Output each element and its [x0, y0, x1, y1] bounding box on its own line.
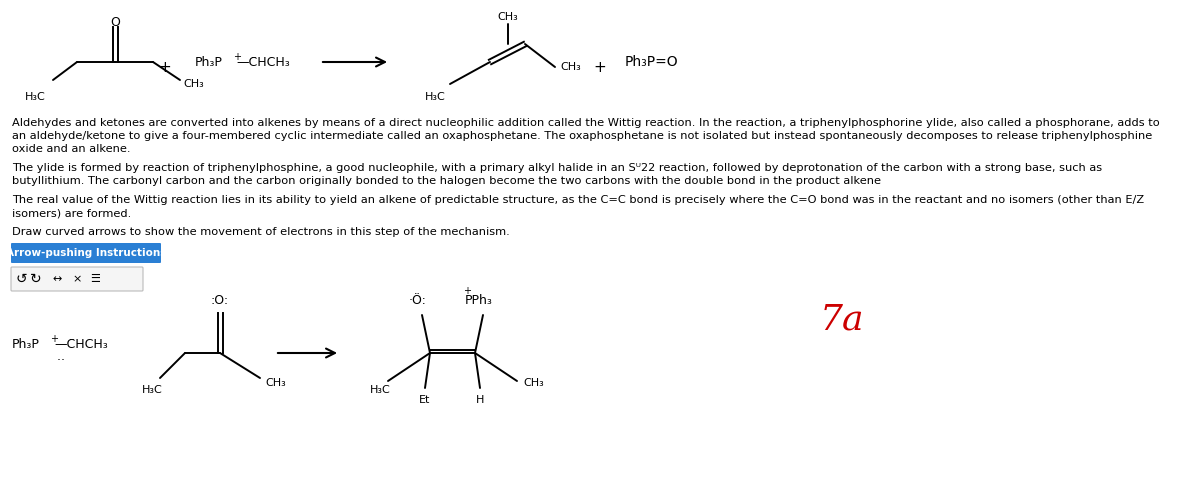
Text: Draw curved arrows to show the movement of electrons in this step of the mechani: Draw curved arrows to show the movement … — [12, 227, 510, 237]
Text: oxide and an alkene.: oxide and an alkene. — [12, 144, 131, 154]
Text: +: + — [594, 59, 606, 75]
Text: butyllithium. The carbonyl carbon and the carbon originally bonded to the haloge: butyllithium. The carbonyl carbon and th… — [12, 176, 881, 186]
Text: PPh₃: PPh₃ — [466, 295, 493, 307]
Text: H₃C: H₃C — [370, 385, 390, 395]
Text: Ph₃P: Ph₃P — [194, 55, 223, 68]
Text: The ylide is formed by reaction of triphenylphosphine, a good nucleophile, with : The ylide is formed by reaction of triph… — [12, 163, 1102, 173]
Text: isomers) are formed.: isomers) are formed. — [12, 208, 131, 218]
Text: The real value of the Wittig reaction lies in its ability to yield an alkene of : The real value of the Wittig reaction li… — [12, 195, 1144, 205]
Text: ↔: ↔ — [52, 274, 61, 284]
Text: +: + — [233, 52, 241, 62]
Text: ☰: ☰ — [90, 274, 100, 284]
Text: —C̄HCH₃: —C̄HCH₃ — [54, 339, 108, 351]
Text: CH₃: CH₃ — [182, 79, 204, 89]
Text: CH₃: CH₃ — [265, 378, 286, 388]
Text: O: O — [110, 16, 120, 29]
Text: Aldehydes and ketones are converted into alkenes by means of a direct nucleophil: Aldehydes and ketones are converted into… — [12, 118, 1159, 128]
Text: Et: Et — [419, 395, 431, 405]
Text: ·Ö:: ·Ö: — [409, 295, 427, 307]
Text: 7a: 7a — [820, 303, 864, 337]
Text: ··: ·· — [58, 354, 70, 367]
Text: Ph₃P=O: Ph₃P=O — [625, 55, 679, 69]
Text: H₃C: H₃C — [142, 385, 162, 395]
Text: ↺: ↺ — [16, 272, 28, 286]
FancyBboxPatch shape — [11, 267, 143, 291]
Text: an aldehyde/ketone to give a four-membered cyclic intermediate called an oxaphos: an aldehyde/ketone to give a four-member… — [12, 131, 1152, 141]
Text: ×: × — [72, 274, 82, 284]
Text: +: + — [158, 59, 172, 75]
Text: Ph₃P: Ph₃P — [12, 339, 40, 351]
Text: Arrow-pushing Instructions: Arrow-pushing Instructions — [6, 248, 166, 258]
Text: H₃C: H₃C — [25, 92, 46, 102]
Text: +: + — [50, 334, 58, 344]
FancyBboxPatch shape — [11, 243, 161, 263]
Text: +: + — [463, 286, 470, 296]
Text: CH₃: CH₃ — [498, 12, 518, 22]
Text: —C̄HCH₃: —C̄HCH₃ — [236, 55, 289, 68]
Text: H₃C: H₃C — [425, 92, 445, 102]
Text: ↻: ↻ — [30, 272, 42, 286]
Text: CH₃: CH₃ — [523, 378, 544, 388]
Text: :O:: :O: — [211, 295, 229, 307]
Text: CH₃: CH₃ — [560, 62, 581, 72]
Text: H: H — [476, 395, 484, 405]
